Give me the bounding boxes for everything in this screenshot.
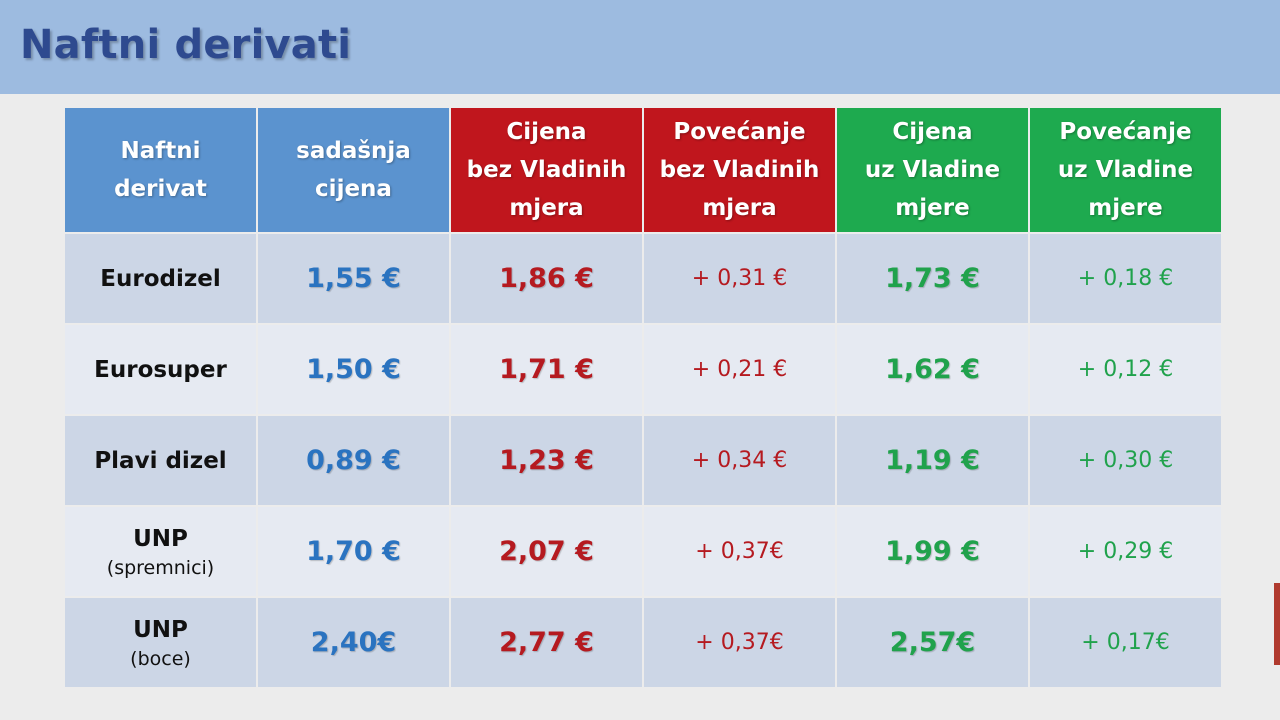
- fuel-name: Plavi dizel: [94, 447, 227, 474]
- current-price-cell: 1,70 €: [258, 507, 449, 596]
- price-with-measures-cell: 1,73 €: [837, 234, 1028, 323]
- table-row: UNP (boce) 2,40€ 2,77 € + 0,37€ 2,57€ + …: [65, 598, 1221, 687]
- table-row: UNP (spremnici) 1,70 € 2,07 € + 0,37€ 1,…: [65, 507, 1221, 596]
- header-current-price: sadašnja cijena: [258, 108, 449, 232]
- fuel-name: UNP: [133, 616, 188, 643]
- fuel-price-table: Naftni derivat sadašnja cijena Cijena be…: [63, 106, 1223, 689]
- header-increase-with-measures: Povećanje uz Vladine mjere: [1030, 108, 1221, 232]
- price-without-measures-cell: 1,23 €: [451, 416, 642, 505]
- increase-without-measures-cell: + 0,37€: [644, 507, 835, 596]
- increase-with-measures-cell: + 0,18 €: [1030, 234, 1221, 323]
- header-price-with-measures: Cijena uz Vladine mjere: [837, 108, 1028, 232]
- price-with-measures-cell: 1,99 €: [837, 507, 1028, 596]
- price-with-measures-cell: 1,19 €: [837, 416, 1028, 505]
- header-price-without-measures: Cijena bez Vladinih mjera: [451, 108, 642, 232]
- increase-with-measures-cell: + 0,29 €: [1030, 507, 1221, 596]
- fuel-subtype: (spremnici): [106, 556, 215, 579]
- table-row: Eurodizel 1,55 € 1,86 € + 0,31 € 1,73 € …: [65, 234, 1221, 323]
- current-price-cell: 1,50 €: [258, 325, 449, 414]
- increase-without-measures-cell: + 0,21 €: [644, 325, 835, 414]
- fuel-name: Eurodizel: [100, 265, 221, 292]
- fuel-subtype: (boce): [130, 647, 191, 670]
- fuel-name-cell: Eurosuper: [65, 325, 256, 414]
- fuel-name-cell: UNP (boce): [65, 598, 256, 687]
- title-bar: Naftni derivati: [0, 0, 1280, 94]
- price-with-measures-cell: 2,57€: [837, 598, 1028, 687]
- page-title: Naftni derivati: [20, 22, 352, 68]
- current-price-cell: 1,55 €: [258, 234, 449, 323]
- fuel-name-cell: UNP (spremnici): [65, 507, 256, 596]
- current-price-cell: 0,89 €: [258, 416, 449, 505]
- price-without-measures-cell: 1,86 €: [451, 234, 642, 323]
- price-with-measures-cell: 1,62 €: [837, 325, 1028, 414]
- side-marker: [1274, 583, 1280, 665]
- header-fuel-type: Naftni derivat: [65, 108, 256, 232]
- table-row: Eurosuper 1,50 € 1,71 € + 0,21 € 1,62 € …: [65, 325, 1221, 414]
- price-without-measures-cell: 2,07 €: [451, 507, 642, 596]
- header-increase-without-measures: Povećanje bez Vladinih mjera: [644, 108, 835, 232]
- fuel-name: Eurosuper: [94, 356, 227, 383]
- fuel-name: UNP: [133, 525, 188, 552]
- increase-without-measures-cell: + 0,34 €: [644, 416, 835, 505]
- increase-without-measures-cell: + 0,31 €: [644, 234, 835, 323]
- increase-with-measures-cell: + 0,30 €: [1030, 416, 1221, 505]
- increase-without-measures-cell: + 0,37€: [644, 598, 835, 687]
- fuel-name-cell: Eurodizel: [65, 234, 256, 323]
- price-without-measures-cell: 1,71 €: [451, 325, 642, 414]
- header-row: Naftni derivat sadašnja cijena Cijena be…: [65, 108, 1221, 232]
- current-price-cell: 2,40€: [258, 598, 449, 687]
- price-without-measures-cell: 2,77 €: [451, 598, 642, 687]
- fuel-name-cell: Plavi dizel: [65, 416, 256, 505]
- increase-with-measures-cell: + 0,17€: [1030, 598, 1221, 687]
- table-row: Plavi dizel 0,89 € 1,23 € + 0,34 € 1,19 …: [65, 416, 1221, 505]
- increase-with-measures-cell: + 0,12 €: [1030, 325, 1221, 414]
